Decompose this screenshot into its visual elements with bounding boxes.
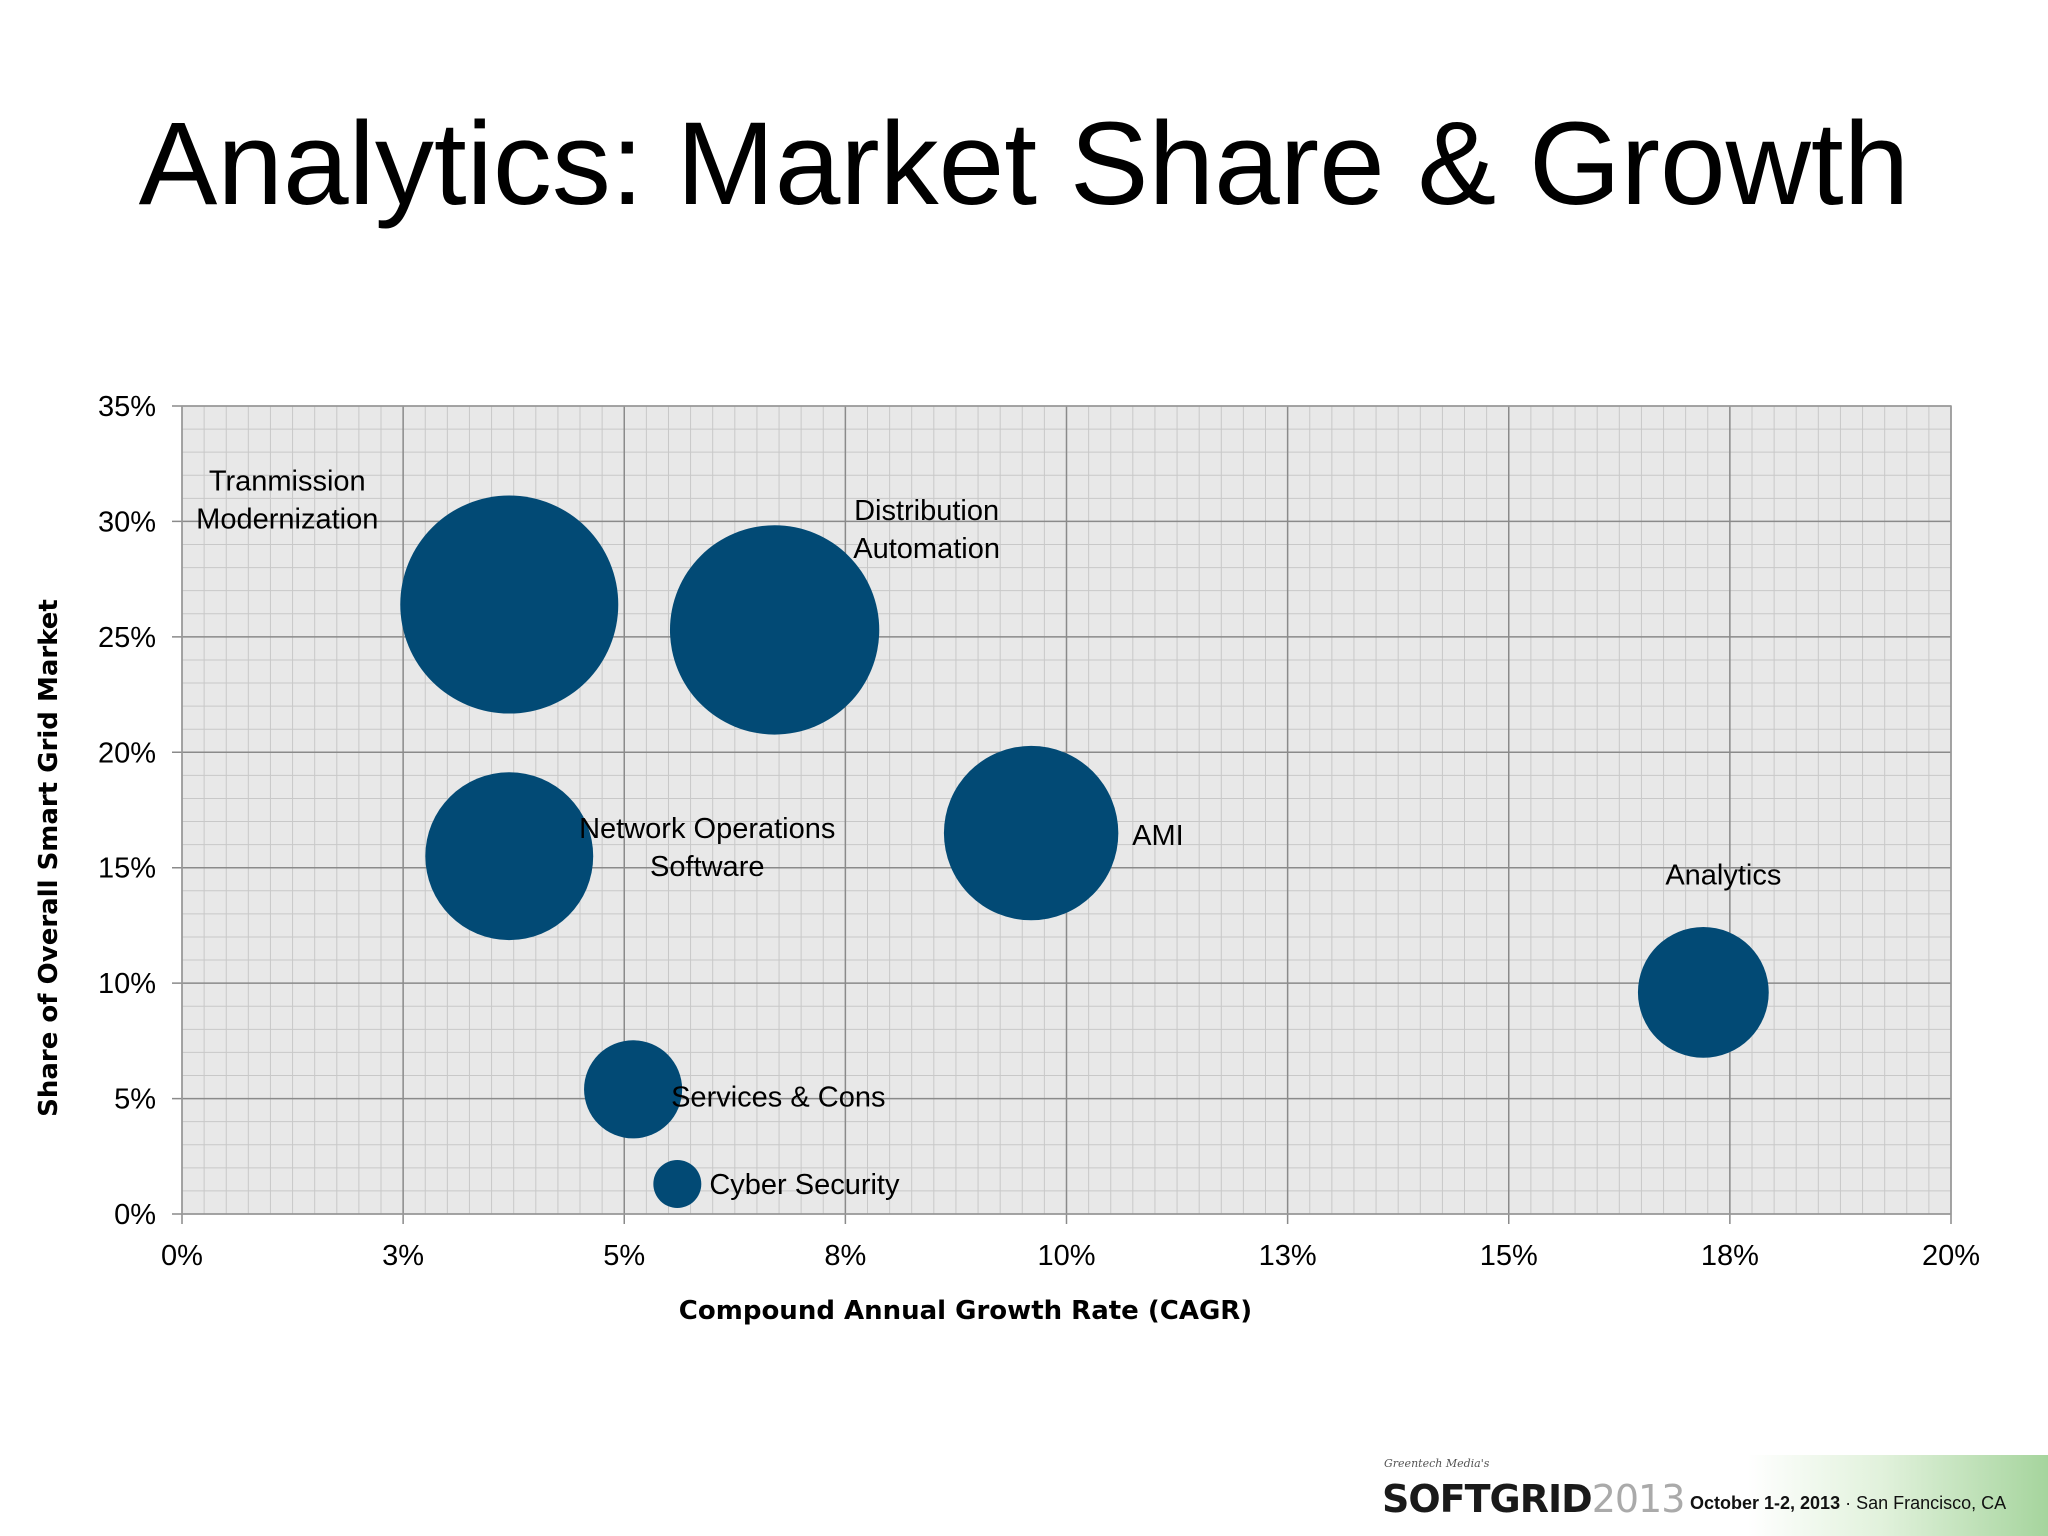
- footer-branding: Greentech Media's SOFTGRID2013 October 1…: [1370, 1455, 2048, 1536]
- x-tick-label: 18%: [1701, 1240, 1759, 1272]
- y-tick-label: 5%: [114, 1084, 156, 1116]
- x-tick-label: 20%: [1922, 1240, 1980, 1272]
- softgrid-logo: SOFTGRID2013: [1382, 1477, 1686, 1521]
- y-tick-label: 30%: [98, 506, 156, 538]
- bubble: [943, 745, 1119, 921]
- bubble-label: Software: [650, 851, 764, 883]
- x-tick-label: 8%: [824, 1240, 866, 1272]
- x-tick-label: 13%: [1259, 1240, 1317, 1272]
- bubble-label: Cyber Security: [709, 1169, 900, 1201]
- footer-kicker: Greentech Media's: [1384, 1457, 1490, 1470]
- bubble: [400, 495, 619, 714]
- bubble-label: Modernization: [196, 504, 378, 536]
- x-tick-label: 0%: [161, 1240, 203, 1272]
- event-info: October 1-2, 2013 · San Francisco, CA: [1690, 1493, 2006, 1514]
- x-tick-label: 5%: [603, 1240, 645, 1272]
- y-tick-label: 35%: [98, 391, 156, 423]
- bubble-labels: Tranmission Modernization Distribution Auto…: [196, 466, 1781, 1201]
- x-axis-title: Compound Annual Growth Rate (CAGR): [679, 1296, 1252, 1326]
- bubble-label: Tranmission: [209, 466, 366, 498]
- bubble-label: Distribution: [854, 495, 999, 527]
- bubble: [669, 525, 880, 735]
- bubble-label: Automation: [853, 533, 1000, 565]
- bubble-label: Network Operations: [579, 813, 835, 845]
- y-tick-label: 0%: [114, 1199, 156, 1231]
- bubble: [653, 1160, 702, 1208]
- footer-texture: [1748, 1455, 2048, 1536]
- event-separator: ·: [1840, 1493, 1857, 1513]
- y-axis-ticks: 0% 5% 10% 15% 20% 25% 30% 35%: [98, 391, 156, 1231]
- event-location: San Francisco, CA: [1856, 1493, 2007, 1513]
- bubbles: [400, 495, 1769, 1208]
- bubble-label: AMI: [1132, 820, 1184, 852]
- logo-year: 2013: [1591, 1477, 1686, 1521]
- bubble: [1637, 926, 1769, 1058]
- bubble-label: Analytics: [1665, 859, 1781, 891]
- bubble: [425, 772, 594, 941]
- event-date: October 1-2, 2013: [1690, 1493, 1841, 1513]
- plot-border: [181, 405, 1952, 1215]
- y-axis-title: Share of Overall Smart Grid Market: [34, 599, 64, 1117]
- x-tick-label: 3%: [382, 1240, 424, 1272]
- x-axis-ticks: 0% 3% 5% 8% 10% 13% 15% 18% 20%: [161, 1240, 1980, 1272]
- slide-title: Analytics: Market Share & Growth: [138, 98, 1910, 230]
- bubble: [584, 1040, 683, 1139]
- y-tick-label: 25%: [98, 622, 156, 654]
- x-tick-label: 15%: [1480, 1240, 1538, 1272]
- bubble-label: Services & Cons: [671, 1081, 885, 1113]
- x-tick-label: 10%: [1037, 1240, 1095, 1272]
- y-tick-label: 10%: [98, 968, 156, 1000]
- y-tick-label: 20%: [98, 737, 156, 769]
- y-tick-label: 15%: [98, 853, 156, 885]
- logo-word: SOFTGRID: [1382, 1477, 1593, 1521]
